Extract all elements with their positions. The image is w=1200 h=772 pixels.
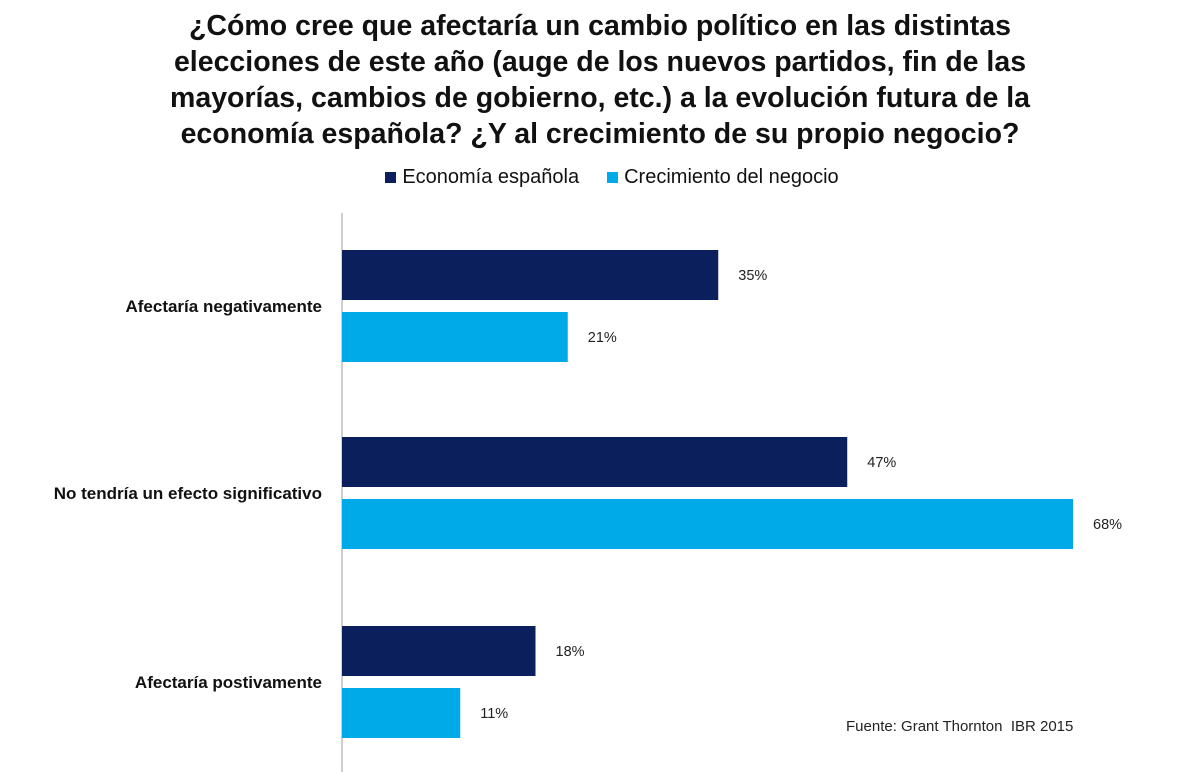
data-label: 18% [556, 644, 585, 660]
source-note: Fuente: Grant Thornton IBR 2015 [846, 718, 1074, 735]
legend-label-economia: Economía española [402, 166, 580, 188]
chart-title-line-4: economía española? ¿Y al crecimiento de … [180, 118, 1020, 150]
data-label: 35% [738, 268, 767, 284]
data-label: 68% [1093, 517, 1122, 533]
chart-title-line-2: elecciones de este año (auge de los nuev… [173, 46, 1027, 78]
data-label: 21% [588, 330, 617, 346]
legend-swatch-negocio [607, 172, 619, 183]
legend-label-negocio: Crecimiento del negocio [624, 166, 839, 188]
bar-negocio [342, 312, 568, 362]
bar-negocio [342, 688, 461, 738]
category-label: Afectaría postivamente [135, 673, 322, 692]
chart-title: ¿Cómo cree que afectaría un cambio polít… [100, 8, 1100, 152]
chart-title-line-1: ¿Cómo cree que afectaría un cambio polít… [189, 10, 1011, 42]
legend-item-negocio: Crecimiento del negocio [607, 166, 839, 189]
legend-item-economia: Economía española [385, 166, 579, 189]
data-label: 47% [867, 455, 896, 471]
category-label: Afectaría negativamente [125, 297, 322, 316]
legend-swatch-economia [385, 172, 397, 183]
category-label: No tendría un efecto significativo [54, 484, 322, 503]
chart-title-line-3: mayorías, cambios de gobierno, etc.) a l… [170, 82, 1030, 114]
chart-legend: Economía española Crecimiento del negoci… [12, 166, 1200, 189]
bar-economia [342, 250, 719, 300]
bar-negocio [342, 499, 1073, 549]
bar-economia [342, 626, 536, 676]
data-label: 11% [480, 706, 508, 722]
bar-economia [342, 437, 848, 487]
